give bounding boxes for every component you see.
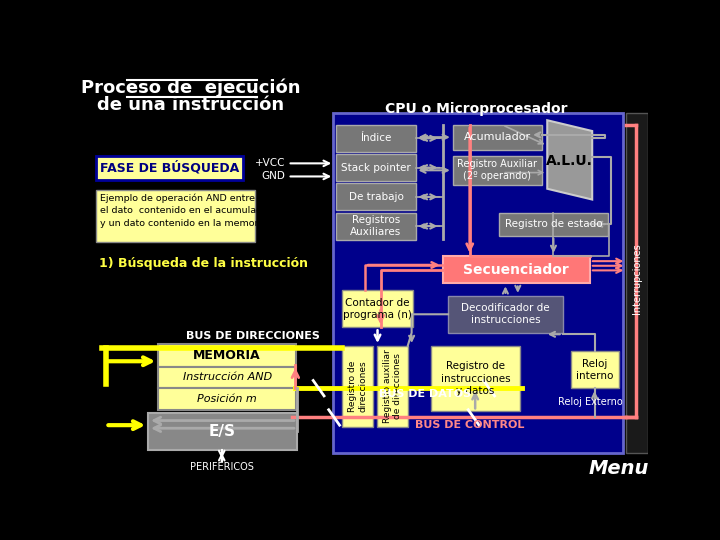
Text: CPU o Microprocesador: CPU o Microprocesador xyxy=(384,102,567,116)
Text: Instrucción AND: Instrucción AND xyxy=(183,373,272,382)
Bar xyxy=(158,388,296,410)
Text: 1) Búsqueda de la instrucción: 1) Búsqueda de la instrucción xyxy=(99,257,308,270)
Text: Stack pointer: Stack pointer xyxy=(341,163,411,173)
Text: +VCC: +VCC xyxy=(255,158,285,168)
Bar xyxy=(453,125,542,150)
Bar xyxy=(342,291,413,327)
Text: MEMORIA: MEMORIA xyxy=(194,349,261,362)
Text: De trabajo: De trabajo xyxy=(348,192,403,202)
Bar xyxy=(443,256,590,284)
Bar xyxy=(336,213,415,240)
Bar xyxy=(158,367,296,388)
Text: Ejemplo de operación AND entre
el dato  contenido en el acumulador
y un dato con: Ejemplo de operación AND entre el dato c… xyxy=(100,193,272,228)
Text: Secuenciador: Secuenciador xyxy=(464,262,569,276)
Text: Reloj Externo: Reloj Externo xyxy=(557,397,622,408)
Text: Reloj
interno: Reloj interno xyxy=(576,359,613,381)
Bar xyxy=(626,112,648,453)
Text: Decodificador de
instrucciones: Decodificador de instrucciones xyxy=(461,303,549,326)
Text: de una instrucción: de una instrucción xyxy=(97,96,284,113)
Text: Acumulador: Acumulador xyxy=(464,132,531,142)
Text: Interrupciones: Interrupciones xyxy=(632,244,642,314)
Bar xyxy=(499,213,608,236)
Bar xyxy=(377,346,408,427)
Text: Registro Auxiliar
(2º operando): Registro Auxiliar (2º operando) xyxy=(457,159,537,181)
Text: Registro de estado: Registro de estado xyxy=(505,219,602,229)
Bar xyxy=(336,154,415,181)
Text: Posición m: Posición m xyxy=(197,394,257,404)
Text: GND: GND xyxy=(261,172,285,181)
Bar xyxy=(333,112,624,453)
Text: A.L.U.: A.L.U. xyxy=(546,154,593,168)
Text: Registro de
direcciones: Registro de direcciones xyxy=(348,361,367,412)
Bar xyxy=(453,156,542,185)
Text: E/S: E/S xyxy=(209,424,236,439)
Text: Registros
Auxiliares: Registros Auxiliares xyxy=(351,215,402,237)
Text: Menu: Menu xyxy=(588,459,649,478)
Bar xyxy=(158,343,296,367)
Bar xyxy=(431,346,520,411)
Text: BUS DE DIRECCIONES: BUS DE DIRECCIONES xyxy=(186,331,320,341)
Bar xyxy=(148,413,297,450)
Text: BUS DE CONTROL: BUS DE CONTROL xyxy=(415,420,524,430)
Bar xyxy=(96,190,255,242)
Text: Contador de
programa (n): Contador de programa (n) xyxy=(343,298,412,320)
Text: FASE DE BÚSQUEDA: FASE DE BÚSQUEDA xyxy=(100,161,240,175)
Bar xyxy=(570,351,618,388)
Text: Índice: Índice xyxy=(360,133,392,143)
Bar xyxy=(336,184,415,210)
Bar xyxy=(342,346,373,427)
Bar xyxy=(448,296,563,333)
Bar xyxy=(336,125,415,152)
Text: Proceso de  ejecución: Proceso de ejecución xyxy=(81,79,300,97)
Text: Registro de
instrucciones
y datos: Registro de instrucciones y datos xyxy=(441,361,510,396)
Text: PERIFÉRICOS: PERIFÉRICOS xyxy=(190,462,253,472)
Bar xyxy=(96,156,243,180)
Text: BUS DE DATOS: BUS DE DATOS xyxy=(379,389,471,400)
Text: Registro auxiliar
de direcciones: Registro auxiliar de direcciones xyxy=(382,349,402,423)
Polygon shape xyxy=(547,120,593,200)
